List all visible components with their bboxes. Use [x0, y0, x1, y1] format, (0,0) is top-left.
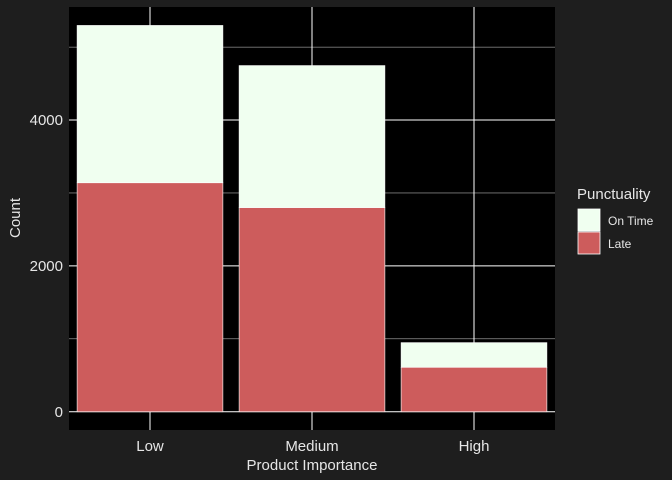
x-tick-label: Medium: [285, 438, 338, 455]
bar-late-low: [76, 182, 224, 413]
x-axis-title: Product Importance: [247, 457, 378, 474]
legend-title: Punctuality: [577, 186, 651, 203]
legend-swatch-on-time: [577, 208, 601, 232]
x-tick-label: High: [459, 438, 490, 455]
legend-label-on-time: On Time: [608, 214, 654, 228]
legend-label-late: Late: [608, 237, 632, 251]
legend-swatch-late: [577, 231, 601, 255]
y-tick-label: 0: [55, 404, 63, 421]
tick-layer: 0 2000 4000 Low Medium High: [30, 112, 490, 455]
y-tick-label: 4000: [30, 112, 63, 129]
x-tick-label: Low: [136, 438, 164, 455]
bar-on-time-low: [76, 25, 224, 184]
legend: Punctuality On Time Late: [577, 186, 654, 255]
bars-layer: [76, 25, 548, 413]
bar-on-time-medium: [238, 65, 386, 208]
bar-late-medium: [238, 207, 386, 413]
y-axis-title: Count: [7, 197, 24, 238]
y-tick-label: 2000: [30, 258, 63, 275]
bar-on-time-high: [400, 342, 548, 368]
bar-late-high: [400, 366, 548, 413]
